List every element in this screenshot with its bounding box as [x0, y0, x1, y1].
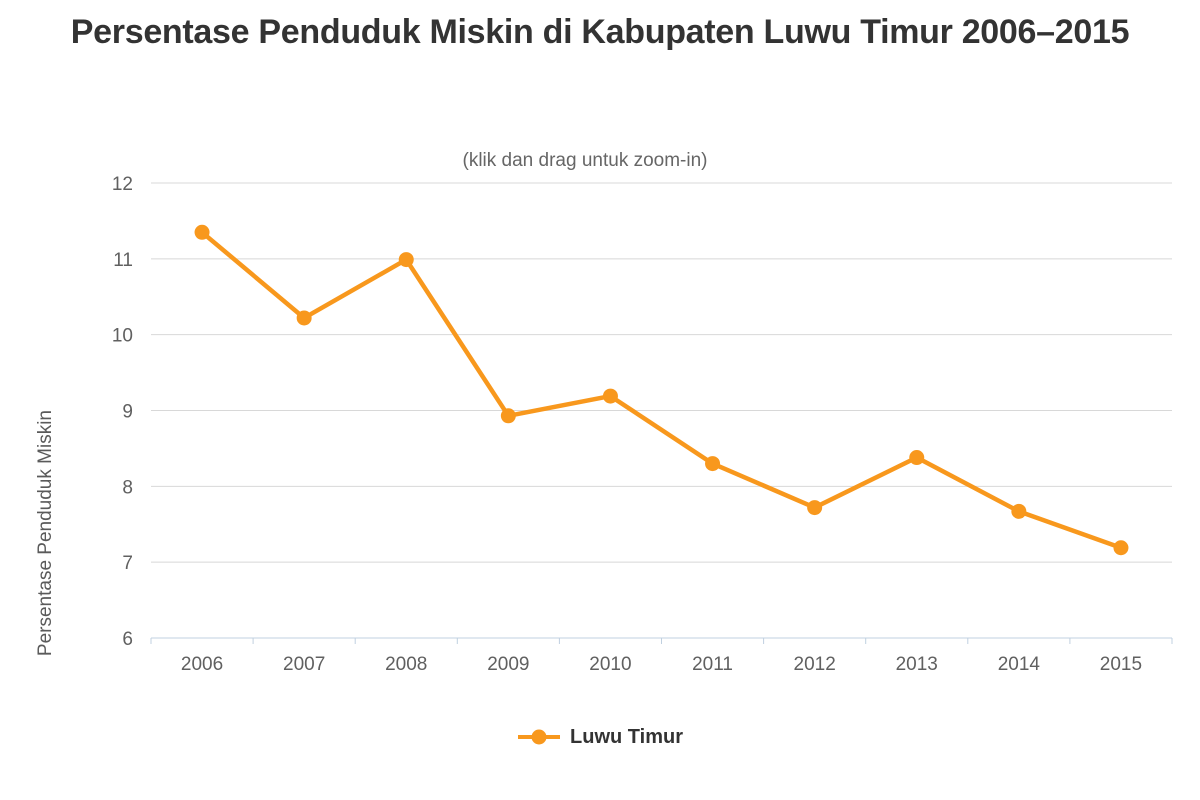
- legend-series-marker-icon: [518, 729, 561, 745]
- data-point-marker[interactable]: [1113, 540, 1129, 556]
- series-line[interactable]: [199, 230, 1124, 551]
- y-tick-label: 10: [112, 326, 133, 347]
- y-tick-label: 7: [122, 553, 133, 574]
- x-tick-label: 2009: [487, 654, 529, 675]
- y-tick-label: 6: [122, 629, 133, 650]
- data-point-marker[interactable]: [705, 456, 721, 472]
- x-tick-label: 2007: [283, 654, 325, 675]
- data-point-marker[interactable]: [1011, 503, 1027, 519]
- data-point-marker[interactable]: [909, 450, 925, 466]
- legend-item-luwu-timur[interactable]: Luwu Timur: [0, 720, 1200, 754]
- legend-label: Luwu Timur: [570, 725, 683, 748]
- data-point-marker[interactable]: [296, 310, 312, 326]
- data-point-marker[interactable]: [500, 408, 516, 424]
- x-tick-label: 2011: [692, 654, 733, 675]
- x-tick-label: 2006: [181, 654, 223, 675]
- data-point-marker[interactable]: [398, 252, 414, 268]
- x-tick-label: 2014: [998, 654, 1041, 675]
- y-tick-label: 8: [122, 477, 133, 498]
- data-point-marker[interactable]: [807, 500, 823, 516]
- chart-subtitle: (klik dan drag untuk zoom-in): [462, 150, 708, 171]
- data-point-marker[interactable]: [194, 224, 210, 240]
- x-tick-label: 2008: [385, 654, 427, 675]
- x-tick-label: 2015: [1100, 654, 1142, 675]
- chart-title: Persentase Penduduk Miskin di Kabupaten …: [70, 13, 1130, 51]
- x-tick-label: 2012: [794, 654, 836, 675]
- y-tick-label: 9: [122, 402, 133, 423]
- y-tick-label: 12: [112, 174, 133, 195]
- y-tick-label: 11: [113, 250, 133, 271]
- x-tick-label: 2013: [896, 654, 938, 675]
- x-tick-label: 2010: [589, 654, 631, 675]
- data-point-marker[interactable]: [602, 388, 618, 404]
